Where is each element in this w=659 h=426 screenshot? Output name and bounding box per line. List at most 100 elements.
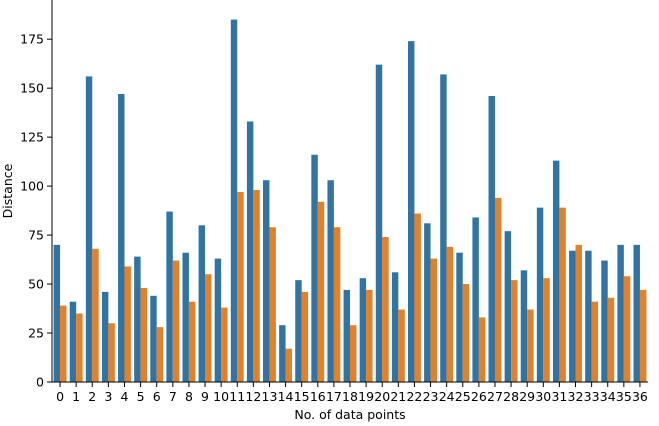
bar-series0-33 [585, 250, 592, 382]
bar-series0-18 [343, 289, 350, 382]
bar-series0-10 [214, 258, 222, 382]
bar-series0-9 [198, 225, 206, 382]
bar-series0-26 [472, 217, 479, 382]
bar-series1-32 [575, 244, 582, 382]
bar-series1-27 [494, 197, 502, 382]
bar-series0-12 [246, 121, 254, 382]
bar-series0-5 [134, 256, 141, 382]
bar-series0-32 [569, 250, 576, 382]
bar-series1-9 [205, 274, 212, 382]
x-tick-label-3: 3 [104, 389, 112, 404]
bar-series1-4 [124, 266, 131, 382]
bar-series1-35 [623, 276, 631, 382]
y-tick-label-50: 50 [28, 277, 44, 292]
bar-series1-8 [188, 301, 196, 382]
bar-series0-30 [536, 207, 544, 382]
x-tick-label-23: 23 [423, 389, 439, 404]
bar-series1-7 [172, 260, 180, 382]
bar-series0-19 [359, 278, 367, 382]
x-tick-label-14: 14 [278, 389, 294, 404]
x-tick-label-21: 21 [390, 389, 406, 404]
bar-series0-31 [552, 160, 560, 382]
bars-group [53, 19, 647, 383]
bar-series1-2 [92, 248, 99, 382]
bar-series1-25 [462, 284, 470, 382]
bar-series0-2 [85, 76, 93, 383]
bar-series1-6 [156, 327, 164, 382]
bar-series0-7 [166, 211, 173, 382]
bar-series1-12 [253, 190, 260, 382]
x-tick-label-15: 15 [294, 389, 310, 404]
x-tick-label-8: 8 [185, 389, 193, 404]
y-tick-label-175: 175 [20, 32, 44, 47]
y-axis-label: Distance [0, 163, 15, 218]
bar-series0-25 [456, 252, 463, 382]
y-tick-label-25: 25 [28, 326, 44, 341]
bar-series1-14 [285, 348, 293, 382]
x-axis-label: No. of data points [294, 407, 405, 422]
bar-series1-1 [76, 313, 83, 382]
x-tick-label-13: 13 [262, 389, 278, 404]
bar-series1-20 [382, 237, 389, 382]
bar-series1-3 [108, 323, 115, 382]
x-tick-label-28: 28 [503, 389, 519, 404]
bar-series0-35 [617, 244, 624, 382]
bar-series0-17 [327, 180, 334, 382]
bar-series1-13 [269, 227, 276, 382]
bar-series1-22 [414, 213, 421, 382]
bar-series1-31 [559, 207, 566, 382]
bar-series1-24 [446, 246, 454, 382]
bar-series0-13 [263, 180, 270, 382]
bar-series1-0 [60, 305, 67, 382]
y-tick-label-125: 125 [20, 130, 44, 145]
x-tick-label-7: 7 [169, 389, 177, 404]
x-tick-label-24: 24 [439, 389, 455, 404]
bar-series1-30 [543, 278, 550, 382]
bar-series0-0 [53, 244, 61, 382]
bar-series0-14 [279, 325, 286, 382]
x-tick-label-34: 34 [600, 389, 616, 404]
x-tick-label-25: 25 [455, 389, 471, 404]
x-tick-label-19: 19 [358, 389, 374, 404]
bar-series1-11 [237, 191, 244, 382]
x-tick-label-17: 17 [326, 389, 342, 404]
bar-series1-36 [639, 289, 647, 382]
bar-series0-3 [101, 291, 109, 382]
x-tick-label-6: 6 [153, 389, 161, 404]
bar-series1-15 [301, 291, 309, 382]
bar-series1-10 [221, 307, 228, 382]
x-tick-label-30: 30 [535, 389, 551, 404]
y-tick-label-150: 150 [20, 81, 44, 96]
bar-series0-21 [391, 272, 399, 382]
x-tick-label-33: 33 [584, 389, 600, 404]
x-tick-label-22: 22 [406, 389, 422, 404]
x-tick-label-32: 32 [568, 389, 584, 404]
y-axis-ticks: 0 25 50 75 100 125 150 175 [20, 32, 52, 390]
bar-series0-24 [440, 74, 447, 382]
bar-series1-18 [350, 325, 357, 382]
bar-series0-1 [69, 301, 77, 382]
x-tick-label-29: 29 [519, 389, 535, 404]
x-tick-label-16: 16 [310, 389, 326, 404]
bar-series0-15 [295, 280, 302, 382]
x-tick-label-4: 4 [121, 389, 129, 404]
bar-series1-23 [430, 258, 437, 382]
x-tick-label-35: 35 [616, 389, 632, 404]
x-tick-label-1: 1 [72, 389, 80, 404]
bar-series1-29 [527, 309, 534, 382]
x-tick-label-5: 5 [137, 389, 145, 404]
x-tick-label-11: 11 [229, 389, 245, 404]
x-tick-label-12: 12 [245, 389, 261, 404]
x-tick-label-18: 18 [342, 389, 358, 404]
x-axis-ticks: 0 1 2 3 4 5 6 7 8 9 10 11 12 13 14 15 16 17 18 19 20 21 22 23 24… [56, 382, 648, 404]
y-tick-label-75: 75 [28, 228, 44, 243]
bar-series0-23 [424, 223, 431, 382]
x-tick-label-2: 2 [88, 389, 96, 404]
x-tick-label-9: 9 [201, 389, 209, 404]
bar-series1-16 [317, 201, 325, 382]
bar-series1-34 [607, 297, 615, 382]
y-tick-label-100: 100 [20, 179, 44, 194]
x-tick-label-10: 10 [213, 389, 229, 404]
bar-series1-33 [591, 301, 599, 382]
x-tick-label-27: 27 [487, 389, 503, 404]
